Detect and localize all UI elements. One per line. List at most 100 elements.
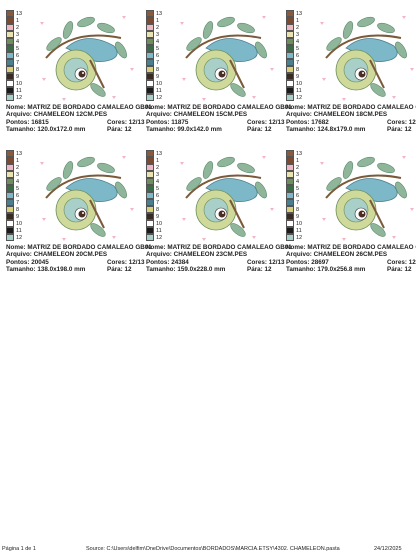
color-row: 8 — [286, 206, 310, 213]
color-row: 3 — [146, 171, 170, 178]
color-number: 13 — [16, 10, 23, 17]
colors-field: Cores: 12/13 — [247, 259, 284, 266]
color-swatch — [146, 192, 154, 199]
size-label: Tamanho: — [6, 126, 36, 134]
color-swatch — [146, 213, 154, 220]
color-number: 3 — [16, 171, 20, 178]
color-number: 2 — [296, 24, 300, 31]
color-number: 1 — [296, 17, 300, 24]
stitches-label: Pontos: — [146, 118, 170, 126]
color-list: 13 1 2 3 4 5 6 7 8 9 10 11 12 — [286, 150, 310, 241]
stitches-line: Pontos: 24384 Cores: 12/13 — [146, 258, 284, 266]
design-cell: 13 1 2 3 4 5 6 7 8 9 10 11 12 Nome: MATRIZ DE BORDADO… — [4, 148, 152, 288]
stops-field: Pára: 12 — [107, 126, 132, 133]
color-swatch — [146, 164, 154, 171]
color-swatch — [286, 192, 294, 199]
color-row: 13 — [286, 10, 310, 17]
color-row: 11 — [286, 87, 310, 94]
stitches-line: Pontos: 17682 Cores: 12/13 — [286, 119, 416, 126]
name-label: Nome: — [146, 104, 166, 111]
color-number: 13 — [156, 10, 163, 17]
color-swatch — [286, 206, 294, 213]
color-row: 3 — [6, 31, 30, 38]
name-value: MATRIZ DE BORDADO CAMALEAO GB01 — [167, 104, 292, 111]
color-row: 2 — [146, 24, 170, 31]
color-number: 10 — [296, 220, 303, 227]
stitches-line: Pontos: 28697 Cores: 12/13 — [286, 259, 416, 266]
stops-value: 12 — [264, 266, 272, 274]
color-swatch — [286, 45, 294, 52]
colors-field: Cores: 12/13 — [247, 119, 284, 126]
name-value: MATRIZ DE BORDADO CAMALEAO GB01 — [307, 104, 416, 111]
file-line: Arquivo: CHAMELEON 18CM.PES — [286, 111, 416, 118]
color-number: 4 — [16, 178, 20, 185]
color-row: 7 — [6, 59, 30, 66]
color-swatch — [286, 234, 294, 241]
stitches-label: Pontos: — [286, 258, 310, 266]
stitches-value: 17682 — [311, 118, 329, 126]
stops-value: 12 — [404, 126, 412, 134]
color-number: 8 — [156, 206, 160, 213]
color-number: 7 — [296, 199, 300, 206]
color-number: 11 — [156, 227, 162, 234]
colors-field: Cores: 12/13 — [107, 119, 144, 126]
color-row: 6 — [146, 192, 170, 199]
stops-label: Pára: — [247, 266, 263, 274]
stops-value: 12 — [404, 266, 412, 274]
color-swatch — [146, 31, 154, 38]
file-line: Arquivo: CHAMELEON 20CM.PES — [6, 251, 138, 258]
color-swatch — [6, 220, 14, 227]
color-row: 5 — [286, 185, 310, 192]
name-line: Nome: MATRIZ DE BORDADO CAMALEAO GB01 — [286, 104, 416, 111]
size-label: Tamanho: — [6, 266, 36, 274]
color-row: 6 — [286, 52, 310, 59]
color-row: 9 — [286, 213, 310, 220]
color-number: 3 — [156, 171, 160, 178]
file-label: Arquivo: — [146, 111, 172, 119]
color-number: 6 — [156, 52, 160, 59]
color-swatch — [286, 59, 294, 66]
stitches-label: Pontos: — [6, 118, 30, 126]
color-number: 1 — [16, 157, 20, 164]
color-number: 13 — [296, 150, 303, 157]
color-row: 13 — [146, 150, 170, 157]
color-number: 4 — [156, 178, 160, 185]
color-row: 5 — [6, 185, 30, 192]
color-row: 4 — [6, 38, 30, 45]
color-row: 12 — [6, 234, 30, 241]
color-swatch — [6, 17, 14, 24]
color-row: 10 — [146, 80, 170, 87]
color-number: 10 — [16, 80, 23, 87]
color-number: 7 — [16, 59, 20, 66]
color-row: 10 — [286, 220, 310, 227]
color-row: 3 — [286, 31, 310, 38]
file-label: Arquivo: — [286, 111, 312, 119]
stitches-value: 20045 — [31, 258, 49, 266]
stitches-label: Pontos: — [146, 258, 170, 266]
color-row: 7 — [286, 199, 310, 206]
color-swatch — [286, 178, 294, 185]
colors-label: Cores: — [247, 258, 267, 266]
color-number: 1 — [16, 17, 20, 24]
color-swatch — [146, 24, 154, 31]
color-swatch — [6, 94, 14, 101]
file-value: CHAMELEON 18CM.PES — [313, 111, 388, 119]
colors-label: Cores: — [107, 258, 127, 266]
color-row: 1 — [146, 17, 170, 24]
color-row: 7 — [6, 199, 30, 206]
color-swatch — [146, 52, 154, 59]
stops-label: Pára: — [387, 126, 403, 134]
color-number: 7 — [156, 199, 160, 206]
color-number: 12 — [16, 94, 23, 101]
date: 24/12/2025 — [374, 546, 402, 552]
color-number: 7 — [16, 199, 20, 206]
color-swatch — [6, 10, 14, 17]
stitches-line: Pontos: 11875 Cores: 12/13 — [146, 118, 284, 126]
color-row: 8 — [146, 66, 170, 73]
color-row: 9 — [6, 73, 30, 80]
color-number: 8 — [156, 66, 160, 73]
color-swatch — [146, 73, 154, 80]
design-cell: 13 1 2 3 4 5 6 7 8 9 10 11 12 Nome: MATRIZ DE BORDADO… — [284, 8, 416, 148]
size-label: Tamanho: — [286, 266, 316, 274]
